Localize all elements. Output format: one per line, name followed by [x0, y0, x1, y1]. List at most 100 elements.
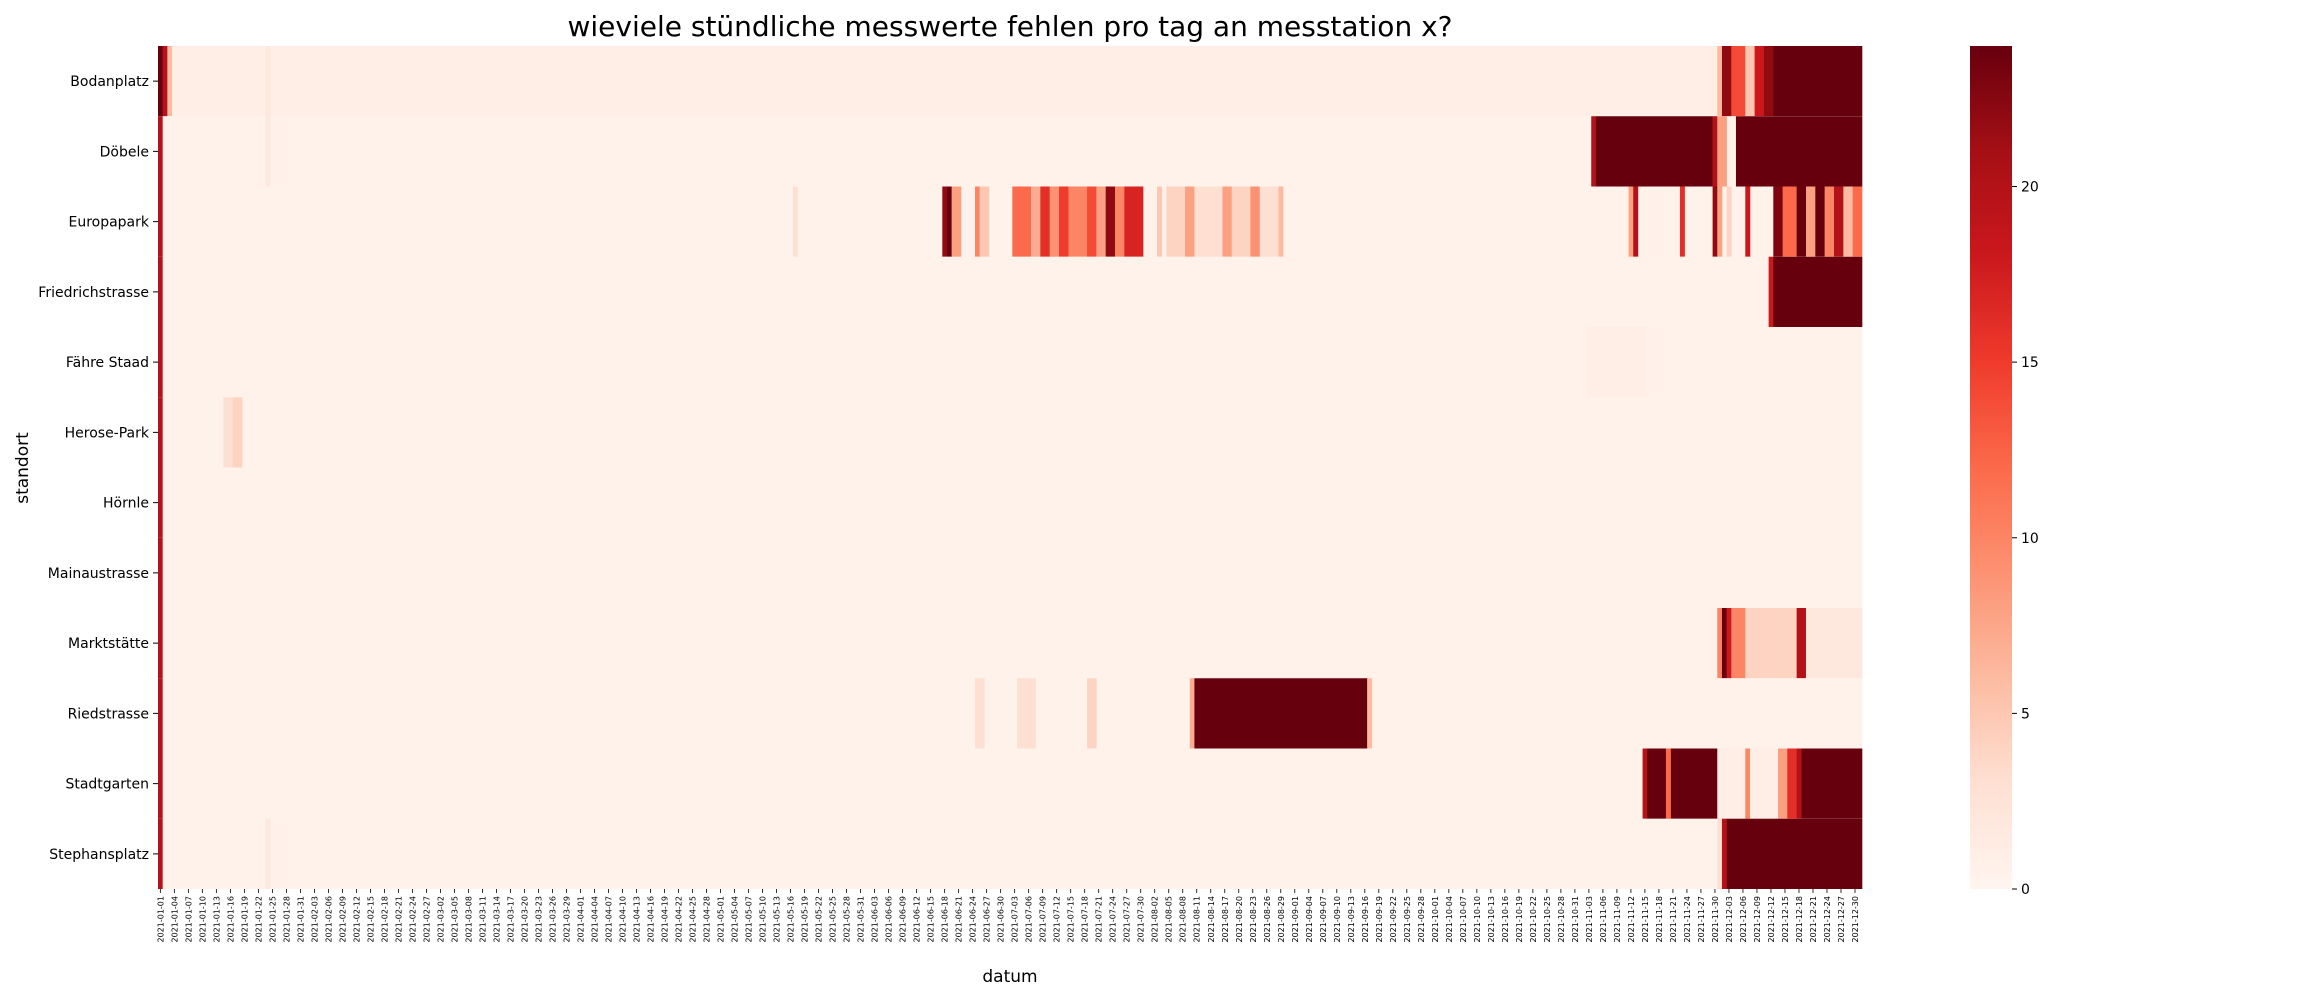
x-tick-label: 2021-11-30 [1711, 896, 1720, 943]
x-tick-label: 2021-10-19 [1515, 896, 1524, 943]
heatmap-cell [1679, 186, 1685, 257]
x-tick-label: 2021-02-18 [380, 896, 389, 943]
x-tick-label: 2021-08-26 [1263, 896, 1272, 943]
x-tick-label: 2021-03-26 [548, 896, 557, 943]
heatmap-cell [1726, 186, 1732, 257]
x-tick-label: 2021-01-10 [198, 896, 207, 943]
x-tick-label: 2021-06-24 [969, 896, 978, 943]
heatmap-cell [1194, 186, 1223, 257]
heatmap-cell [1189, 678, 1195, 749]
x-tick-label: 2021-05-28 [843, 896, 852, 943]
heatmap-cell [1367, 678, 1373, 749]
x-tick-label: 2021-10-13 [1487, 896, 1496, 943]
heatmap-cell [162, 256, 1863, 327]
heatmap-cell [1717, 46, 1723, 117]
heatmap-cell [158, 256, 163, 327]
x-tick-label: 2021-09-28 [1417, 896, 1426, 943]
x-tick-label: 2021-09-10 [1333, 896, 1342, 943]
x-tick-label: 2021-09-25 [1403, 896, 1412, 943]
heatmap-cell [1717, 818, 1723, 889]
x-tick-label: 2021-05-19 [801, 896, 810, 943]
x-tick-label: 2021-12-15 [1781, 896, 1790, 943]
x-tick-label: 2021-08-20 [1235, 896, 1244, 943]
heatmap-cell [1185, 186, 1195, 257]
x-tick-label: 2021-10-01 [1431, 896, 1440, 943]
x-tick-label: 2021-02-06 [324, 896, 333, 943]
x-tick-label: 2021-07-21 [1095, 896, 1104, 943]
x-tick-label: 2021-05-31 [857, 896, 866, 943]
x-tick-label: 2021-12-09 [1753, 896, 1762, 943]
x-tick-label: 2021-04-01 [577, 896, 586, 943]
heatmap-cell [1087, 186, 1097, 257]
heatmap-cell [1721, 818, 1727, 889]
x-tick-label: 2021-01-13 [212, 896, 221, 943]
x-tick-label: 2021-04-22 [675, 896, 684, 943]
heatmap-cell [1754, 46, 1765, 117]
heatmap-cell [1194, 678, 1368, 749]
heatmap-cell [158, 397, 163, 468]
x-tick-label: 2021-02-27 [422, 896, 431, 943]
heatmap-cell [979, 186, 990, 257]
x-tick-label: 2021-08-23 [1249, 896, 1258, 943]
x-tick-label: 2021-07-18 [1081, 896, 1090, 943]
y-tick-label: Bodanplatz [70, 74, 149, 90]
x-tick-label: 2021-02-09 [338, 896, 347, 943]
heatmap-cell [1595, 116, 1713, 187]
heatmap-cell [158, 537, 163, 608]
x-tick-label: 2021-03-17 [506, 896, 515, 943]
heatmap-cell [158, 186, 163, 257]
heatmap-cell [1068, 186, 1088, 257]
x-tick-label: 2021-09-13 [1347, 896, 1356, 943]
heatmap-cell [1749, 748, 1779, 819]
x-tick-label: 2021-05-10 [759, 896, 768, 943]
heatmap-cell [1115, 186, 1125, 257]
heatmap-cell [265, 818, 271, 889]
y-tick-labels: Bodanplatz Döbele Europapark Friedrichstras… [38, 74, 158, 863]
x-tick-label: 2021-08-05 [1165, 896, 1174, 943]
heatmap-cells [158, 46, 1863, 889]
colorbar [1970, 46, 2012, 889]
heatmap-cell [1157, 186, 1163, 257]
x-tick-label: 2021-11-12 [1627, 896, 1636, 943]
heatmap-cell [1717, 748, 1746, 819]
x-tick-label: 2021-11-18 [1655, 896, 1664, 943]
heatmap-cell [1642, 748, 1648, 819]
x-tick-label: 2021-02-03 [310, 896, 319, 943]
heatmap-cell [1166, 186, 1186, 257]
heatmap-cell [158, 467, 163, 538]
heatmap-cell [1773, 256, 1863, 327]
x-tick-label: 2021-01-07 [184, 896, 193, 943]
x-tick-label: 2021-01-22 [254, 896, 263, 943]
heatmap-cell [1773, 46, 1863, 117]
colorbar-tick-label: 0 [2021, 882, 2030, 898]
heatmap-cell [1721, 46, 1732, 117]
heatmap-cell [1012, 186, 1032, 257]
heatmap-cell [1782, 186, 1797, 257]
heatmap-cell [158, 327, 163, 398]
x-tick-label: 2021-10-25 [1543, 896, 1552, 943]
x-tick-label: 2021-10-04 [1445, 896, 1454, 943]
x-tick-label: 2021-02-12 [352, 896, 361, 943]
x-tick-label: 2021-08-08 [1179, 896, 1188, 943]
heatmap-cell [1250, 186, 1261, 257]
y-tick-label: Hörnle [103, 496, 149, 512]
x-tick-label: 2021-11-27 [1697, 896, 1706, 943]
y-tick-label: Mainaustrasse [48, 566, 149, 582]
heatmap-cell [1824, 186, 1835, 257]
heatmap-cell [162, 678, 1863, 749]
heatmap-cell [162, 818, 1863, 889]
heatmap-cell [1726, 608, 1732, 679]
heatmap-cell [162, 116, 1863, 187]
x-tick-label: 2021-09-19 [1375, 896, 1384, 943]
x-tick-label: 2021-10-31 [1571, 896, 1580, 943]
x-tick-label: 2021-05-07 [745, 896, 754, 943]
x-tick-label: 2021-09-01 [1291, 896, 1300, 943]
y-tick-label: Friedrichstrasse [38, 285, 149, 301]
heatmap-cell [162, 748, 1863, 819]
heatmap-cell [1745, 608, 1797, 679]
x-tick-label: 2021-05-01 [717, 896, 726, 943]
x-tick-label: 2021-06-03 [871, 896, 880, 943]
heatmap-cell [1628, 186, 1634, 257]
heatmap-cell [974, 678, 985, 749]
